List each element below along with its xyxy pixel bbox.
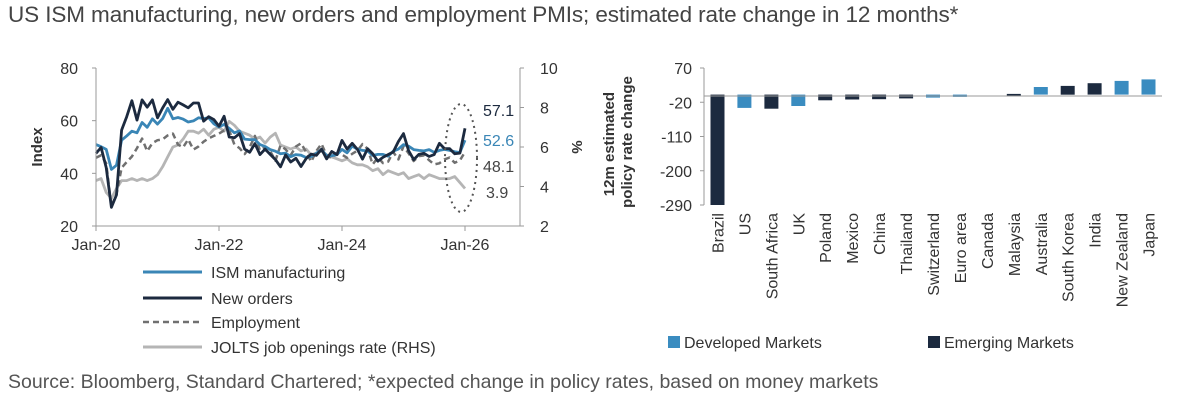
bar-category-label: China xyxy=(872,213,889,255)
line-legend: ISM manufacturing New orders Employment … xyxy=(143,265,436,357)
legend-label-new-orders: New orders xyxy=(211,291,293,308)
bar-category-label: India xyxy=(1088,213,1105,248)
x-tick-label: Jan-26 xyxy=(441,237,490,254)
end-label-employment: 48.1 xyxy=(483,159,514,176)
y-tick-label: 80 xyxy=(60,61,78,78)
bar-category-label: Poland xyxy=(818,213,835,263)
bar-chart: 12m estimated policy rate change 70 -20 -1… xyxy=(601,61,1162,352)
bar-y-tick-label: -200 xyxy=(660,164,692,181)
bar-category-label: South Africa xyxy=(764,213,781,299)
bar-category-label: South Korea xyxy=(1061,213,1078,302)
y2-tick-label: 6 xyxy=(540,140,549,157)
y-tick-label: 20 xyxy=(60,219,78,236)
legend-label-emerging: Emerging Markets xyxy=(944,335,1074,352)
bar-brazil xyxy=(710,94,725,205)
x-tick-label: Jan-24 xyxy=(318,237,367,254)
bar-y-tick-label: -290 xyxy=(660,198,692,215)
legend-label-ism: ISM manufacturing xyxy=(211,265,345,282)
end-label-jolts: 3.9 xyxy=(486,185,508,202)
bar-y-tick-label: 70 xyxy=(674,61,692,78)
y2-tick-label: 2 xyxy=(540,219,549,236)
legend-label-jolts: JOLTS job openings rate (RHS) xyxy=(211,340,436,357)
bar-category-label: Canada xyxy=(980,213,997,269)
legend-swatch-developed xyxy=(668,336,680,348)
y2-tick-label: 10 xyxy=(540,61,558,78)
bar-category-label: UK xyxy=(791,213,808,236)
bar-india xyxy=(1087,83,1102,95)
series-line-jolts xyxy=(95,119,467,200)
bar-category-label: Japan xyxy=(1142,213,1159,257)
bar-category-label: US xyxy=(737,213,754,235)
bar-category-label: Malaysia xyxy=(1007,213,1024,276)
x-tick-label: Jan-20 xyxy=(72,237,121,254)
line-chart: 80 60 40 20 10 8 6 4 2 Jan-20 Jan-22 Jan-24 Jan-26… xyxy=(29,61,585,357)
bar-us xyxy=(737,94,752,108)
bar-japan xyxy=(1141,79,1156,95)
source-note: Source: Bloomberg, Standard Chartered; *… xyxy=(8,371,879,393)
bar-category-label: Australia xyxy=(1034,213,1051,275)
bar-south-africa xyxy=(764,94,779,109)
bar-category-label: Euro area xyxy=(953,213,970,283)
x-tick-label: Jan-22 xyxy=(195,237,244,254)
bar-category-label: New Zealand xyxy=(1115,213,1132,307)
highlight-ellipse xyxy=(444,103,478,213)
y-tick-label: 60 xyxy=(60,114,78,131)
bar-china xyxy=(872,94,887,100)
legend-label-developed: Developed Markets xyxy=(684,335,822,352)
bar-y-tick-label: -110 xyxy=(661,130,692,147)
y2-tick-label: 4 xyxy=(540,180,549,197)
y-tick-label: 40 xyxy=(60,166,78,183)
bar-category-label: Thailand xyxy=(899,213,916,274)
series-line-new-orders xyxy=(94,98,467,209)
bar-y-label-line2: policy rate change xyxy=(619,76,636,208)
bar-category-label: Brazil xyxy=(711,213,728,253)
bar-uk xyxy=(791,94,806,106)
end-label-ism: 52.6 xyxy=(483,133,514,150)
y2-axis-label: % xyxy=(568,140,585,153)
bar-poland xyxy=(818,94,833,101)
bar-y-axis-label: 12m estimated policy rate change xyxy=(601,76,636,208)
bar-category-label: Switzerland xyxy=(926,213,943,296)
bar-australia xyxy=(1033,87,1048,95)
y2-tick-label: 8 xyxy=(540,101,549,118)
bar-category-label: Mexico xyxy=(845,213,862,264)
legend-label-employment: Employment xyxy=(211,315,300,332)
legend-swatch-emerging xyxy=(928,336,940,348)
y-axis-label: Index xyxy=(29,127,46,167)
bar-south-korea xyxy=(1060,85,1075,95)
end-label-new-orders: 57.1 xyxy=(483,103,514,120)
bar-new-zealand xyxy=(1114,80,1129,95)
bar-y-tick-label: -20 xyxy=(669,95,692,112)
bar-malaysia xyxy=(1006,93,1021,96)
chart-title: US ISM manufacturing, new orders and emp… xyxy=(8,2,959,27)
bar-y-label-line1: 12m estimated xyxy=(601,92,618,196)
bar-mexico xyxy=(845,94,860,100)
series-line-ism xyxy=(95,106,467,171)
